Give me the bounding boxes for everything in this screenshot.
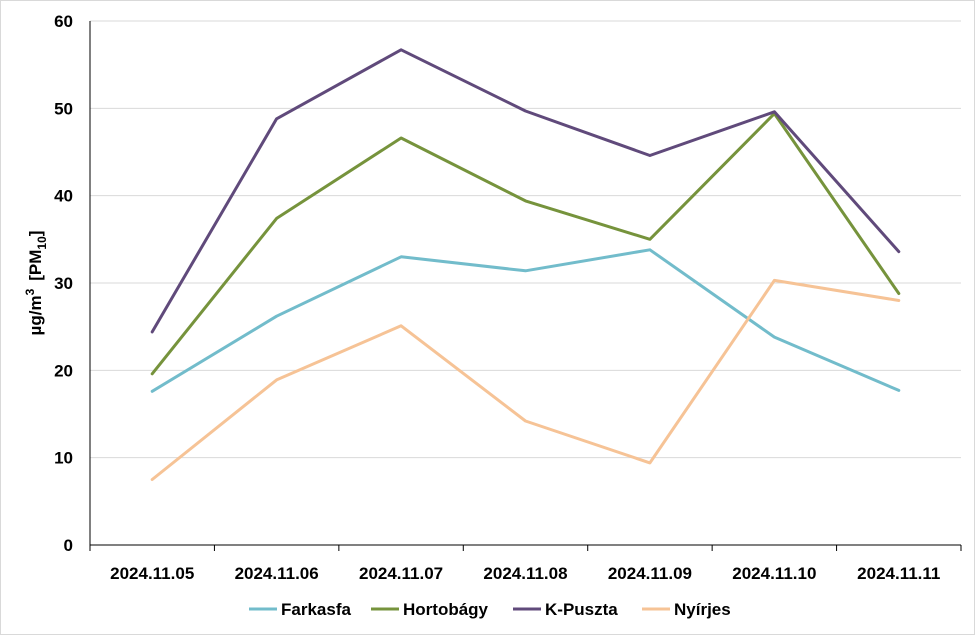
y-tick-label: 20 [54, 361, 73, 380]
legend-label: K-Puszta [545, 600, 618, 619]
x-tick-label: 2024.11.11 [857, 564, 940, 583]
x-tick-label: 2024.11.09 [608, 564, 692, 583]
legend-label: Hortobágy [403, 600, 489, 619]
y-axis-label-superscript: 3 [23, 288, 37, 295]
series-lines [150, 48, 901, 481]
y-tick-label: 40 [54, 187, 73, 206]
y-axis-label-subscript: 10 [35, 236, 49, 250]
gridlines [90, 20, 961, 459]
y-tick-label: 60 [54, 12, 73, 31]
x-tick-label: 2024.11.05 [110, 564, 194, 583]
series-line [150, 248, 901, 393]
series-line [150, 112, 901, 376]
x-tick-label: 2024.11.07 [359, 564, 443, 583]
y-axis-label-pollutant: [PM [26, 250, 45, 281]
y-axis-label: µg/m3 [PM10] [23, 231, 49, 336]
y-axis-label-unit: µg/m [26, 295, 45, 335]
x-tick-label: 2024.11.08 [483, 564, 567, 583]
axes [89, 21, 962, 551]
legend-label: Nyírjes [674, 600, 731, 619]
series-line [150, 278, 901, 481]
y-axis-label-bracket-close: ] [26, 231, 45, 237]
y-tick-label: 10 [54, 449, 73, 468]
legend: Farkasfa Hortobágy K-Puszta Nyírjes [249, 600, 731, 619]
legend-label: Farkasfa [281, 600, 351, 619]
y-tick-labels: 0 10 20 30 40 50 60 [54, 12, 73, 555]
x-tick-label: 2024.11.06 [235, 564, 319, 583]
x-tick-label: 2024.11.10 [732, 564, 816, 583]
x-tick-labels: 2024.11.05 2024.11.06 2024.11.07 2024.11.08… [110, 564, 940, 583]
series-line [150, 48, 901, 334]
y-tick-label: 30 [54, 274, 73, 293]
y-tick-label: 0 [64, 536, 73, 555]
y-tick-label: 50 [54, 99, 73, 118]
